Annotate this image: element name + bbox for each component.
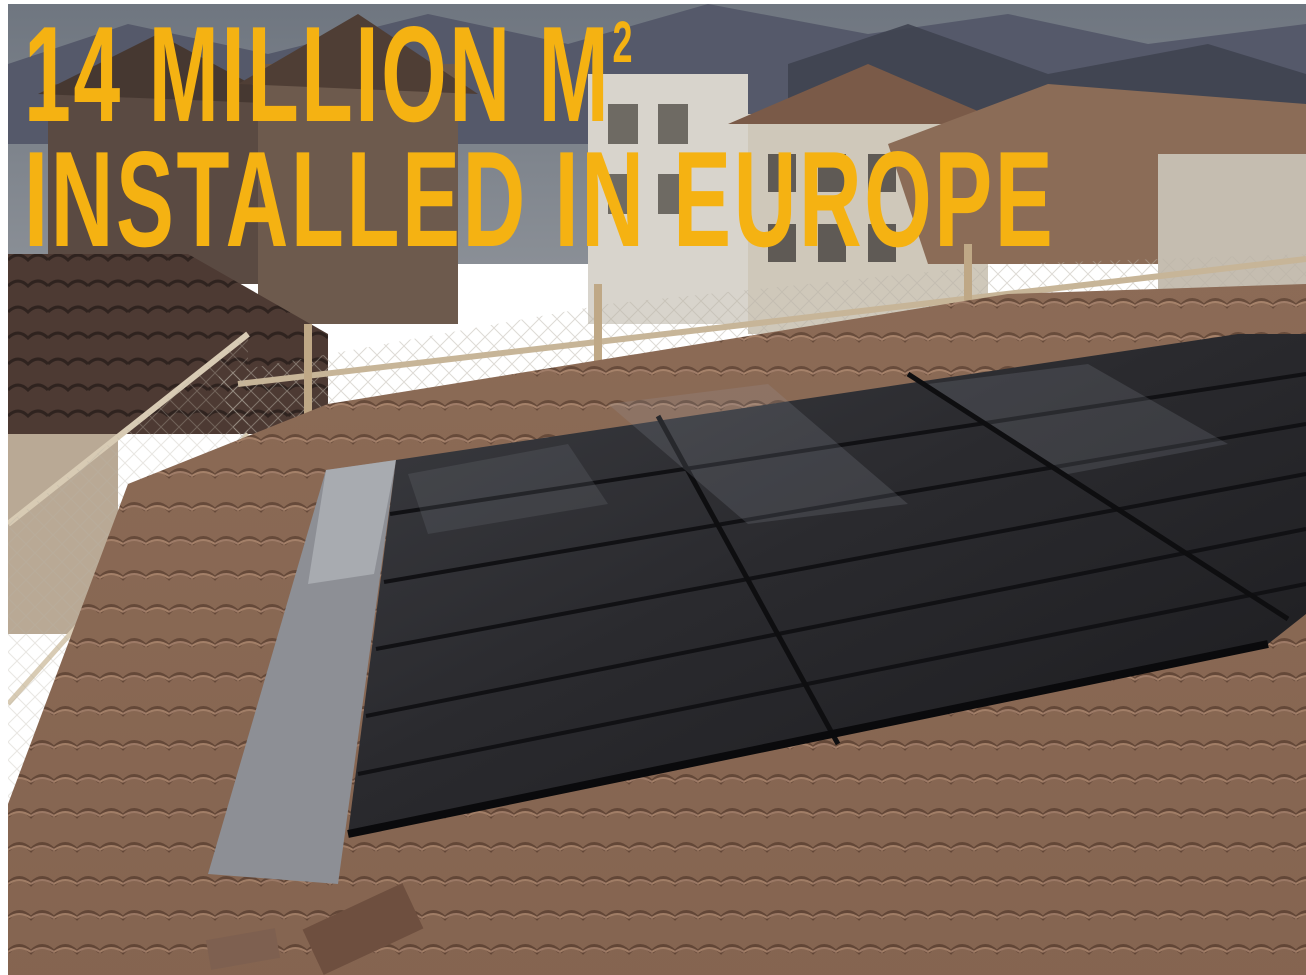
headline-line-1-text: 14 MILLION M xyxy=(24,0,612,150)
headline-superscript: 2 xyxy=(612,10,635,75)
photo-illustration xyxy=(8,4,1306,975)
headline-line-1: 14 MILLION M2 xyxy=(24,6,811,142)
headline-line-2: INSTALLED IN EUROPE xyxy=(24,123,1056,276)
headline: 14 MILLION M2 INSTALLED IN EUROPE xyxy=(24,6,1053,267)
rooftop-solar-photo xyxy=(8,4,1306,975)
